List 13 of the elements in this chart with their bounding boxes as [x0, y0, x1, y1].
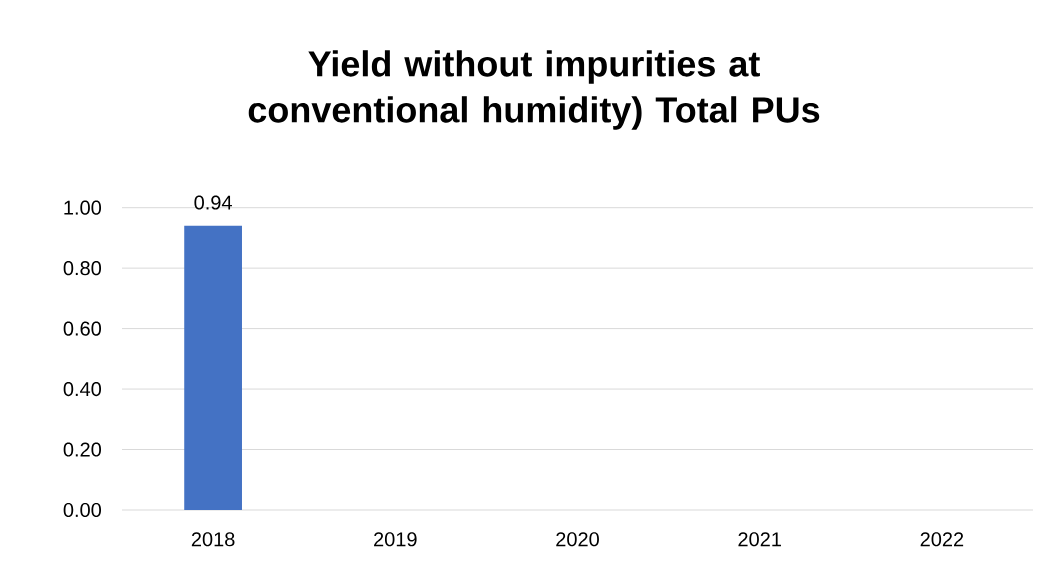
data-label: 0.94: [194, 195, 232, 210]
x-tick-label: 2022: [920, 532, 964, 547]
x-tick-label: 2019: [374, 532, 417, 547]
chart-title: Yield without impurities at conventional humidity) Total PUs: [248, 50, 820, 130]
y-tick-label: 0.40: [63, 381, 102, 397]
y-tick-label: 0.00: [63, 502, 102, 518]
x-tick-label: 2020: [556, 532, 599, 547]
y-tick-label: 0.80: [63, 261, 102, 276]
x-tick-label: 2021: [738, 532, 781, 547]
y-tick-label: 1.00: [64, 200, 102, 215]
y-tick-label: 0.20: [63, 442, 102, 457]
x-tick-label: 2018: [191, 532, 235, 547]
y-tick-label: 0.60: [63, 321, 102, 336]
